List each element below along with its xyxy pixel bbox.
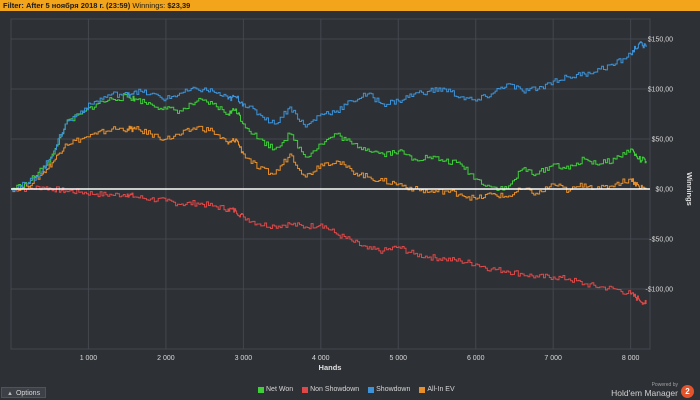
filter-bar: Filter: After 5 ноября 2018 г. (23:59) W… <box>0 0 700 11</box>
plot-frame <box>10 18 651 350</box>
powered-by-text: Powered by <box>651 382 678 388</box>
x-tick-label: 6 000 <box>467 355 485 362</box>
x-tick-label: 8 000 <box>622 355 640 362</box>
options-label: Options <box>15 390 41 397</box>
x-tick-label: 7 000 <box>544 355 562 362</box>
x-axis-ticks: 1 000 2 000 3 000 4 000 5 000 6 000 7 000 8 000 <box>80 355 640 362</box>
y-tick-label: $100,00 <box>648 87 673 94</box>
winnings-label: Winnings: <box>132 1 166 10</box>
legend-label: Net Won <box>266 386 294 393</box>
x-axis-label: Hands <box>319 363 342 372</box>
x-tick-label: 1 000 <box>80 355 98 362</box>
y-axis-label: Winnings <box>685 172 694 206</box>
series-line-net-won <box>11 94 647 191</box>
brand-name: Hold'em Manager <box>611 388 678 398</box>
y-tick-label: $150,00 <box>648 37 673 44</box>
series-line-showdown <box>11 41 647 192</box>
legend-swatch <box>258 387 264 393</box>
x-tick-label: 2 000 <box>157 355 175 362</box>
y-tick-label: $50,00 <box>652 137 674 144</box>
legend-label: All-In EV <box>427 386 455 393</box>
winnings-chart: $150,00 $100,00 $50,00 $0,00 -$50,00 -$100,00… <box>10 18 694 372</box>
legend-label: Non Showdown <box>310 386 360 393</box>
brand-logo-icon: 2 <box>681 385 694 398</box>
legend-item[interactable]: Non Showdown <box>302 385 359 395</box>
x-tick-label: 5 000 <box>390 355 408 362</box>
x-tick-label: 4 000 <box>312 355 330 362</box>
legend-item[interactable]: All-In EV <box>419 385 455 395</box>
legend-label: Showdown <box>376 386 411 393</box>
legend-swatch <box>419 387 426 393</box>
legend-swatch <box>302 387 309 393</box>
filter-value: After 5 ноября 2018 г. (23:59) <box>25 1 131 10</box>
y-axis-ticks: $150,00 $100,00 $50,00 $0,00 -$50,00 -$100,00 <box>645 37 673 294</box>
chart-legend: Net Won Non Showdown Showdown All-In EV <box>258 385 455 395</box>
x-tick-label: 3 000 <box>235 355 253 362</box>
legend-swatch <box>368 387 375 393</box>
brand: Powered by Hold'em Manager <box>611 382 678 398</box>
filter-label: Filter: <box>3 1 24 10</box>
legend-item[interactable]: Net Won <box>258 385 293 395</box>
winnings-value: $23,39 <box>167 1 191 10</box>
expand-arrow-icon: ▲ <box>7 391 13 397</box>
y-tick-label: -$50,00 <box>649 237 673 244</box>
legend-item[interactable]: Showdown <box>368 385 410 395</box>
y-tick-label: -$100,00 <box>645 287 673 294</box>
options-button[interactable]: ▲ Options <box>1 387 47 398</box>
chart-series <box>11 41 650 305</box>
series-line-non-showdown <box>11 185 647 305</box>
y-tick-label: $0,00 <box>655 187 673 194</box>
